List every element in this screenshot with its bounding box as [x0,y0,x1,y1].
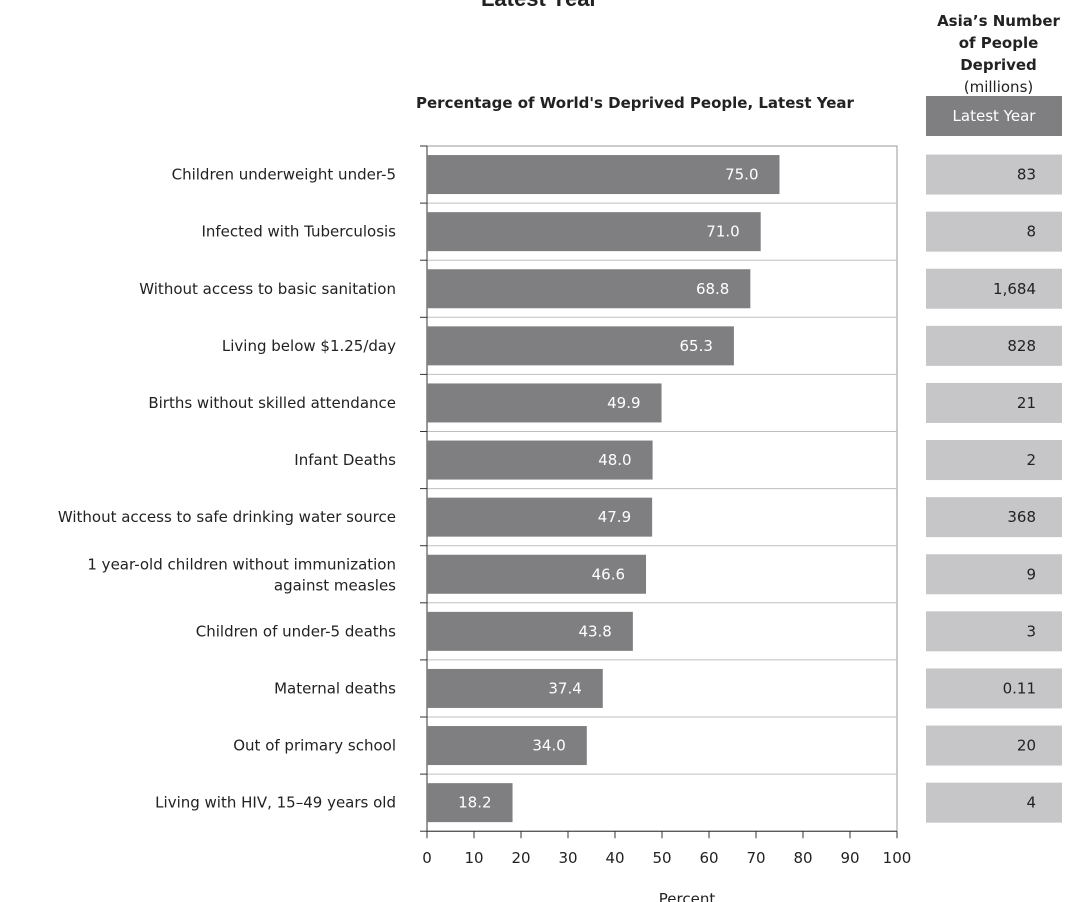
bar [427,554,647,594]
bar [427,440,653,480]
bar [427,326,734,366]
chart-main-title: Latest Year [0,0,1079,12]
x-tick-label: 100 [883,849,912,867]
bar [427,726,587,766]
category-label: Out of primary school [233,737,396,755]
bar [427,668,603,708]
category-label: 1 year-old children without immunization [87,555,396,573]
side-value-label: 83 [1017,166,1036,184]
bar-value-label: 37.4 [548,679,581,697]
side-value-label: 3 [1026,622,1036,640]
side-value-box [926,382,1062,423]
category-label: Infant Deaths [294,451,396,469]
side-value-box [926,497,1062,538]
side-header-line3: (millions) [963,78,1034,96]
side-value-label: 368 [1007,508,1036,526]
x-tick-label: 70 [746,849,765,867]
side-header-line1: Asia’s Number [937,12,1060,30]
side-value-box [926,554,1062,595]
bar-value-label: 71.0 [706,223,739,241]
side-value-box [926,725,1062,766]
bar [427,383,662,423]
bar-value-label: 43.8 [578,622,611,640]
side-value-box [926,782,1062,823]
bar-value-label: 68.8 [696,280,729,298]
x-tick-label: 30 [558,849,577,867]
category-label: Living with HIV, 15–49 years old [155,794,396,812]
side-value-label: 21 [1017,394,1036,412]
x-axis-title: Percent [659,890,716,902]
bar-value-label: 34.0 [532,737,565,755]
category-label: Without access to safe drinking water so… [58,508,396,526]
side-value-label: 4 [1026,794,1036,812]
category-label: Children underweight under-5 [172,166,396,184]
x-tick-label: 50 [652,849,671,867]
bar [427,155,780,195]
side-header-line2: of People Deprived [958,34,1039,74]
chart-title: Percentage of World's Deprived People, L… [416,94,854,112]
category-label: Without access to basic sanitation [139,280,396,298]
category-label: against measles [274,576,396,594]
bar-value-label: 49.9 [607,394,640,412]
side-value-label: 0.11 [1003,679,1036,697]
side-value-box [926,440,1062,481]
side-value-box [926,325,1062,366]
x-tick-label: 0 [422,849,432,867]
bar-value-label: 65.3 [680,337,713,355]
side-value-box [926,611,1062,652]
side-value-label: 1,684 [993,280,1036,298]
bar [427,269,751,309]
side-column-header: Latest Year [926,96,1062,136]
bar-value-label: 18.2 [458,794,491,812]
side-value-label: 9 [1026,565,1036,583]
category-label: Births without skilled attendance [148,394,396,412]
x-tick-label: 60 [699,849,718,867]
side-value-label: 828 [1007,337,1036,355]
bar-value-label: 48.0 [598,451,631,469]
side-value-box [926,211,1062,252]
bar-value-label: 75.0 [725,166,758,184]
category-label: Living below $1.25/day [222,337,396,355]
side-value-label: 8 [1026,223,1036,241]
x-tick-label: 20 [511,849,530,867]
side-value-label: 20 [1017,737,1036,755]
bar-value-label: 46.6 [592,565,625,583]
bar [427,497,653,537]
bar [427,783,513,823]
x-tick-label: 80 [793,849,812,867]
x-tick-label: 10 [464,849,483,867]
side-table-header: Asia’s Number of People Deprived (millio… [918,10,1079,98]
x-tick-label: 90 [840,849,859,867]
side-value-box [926,668,1062,709]
side-value-box [926,268,1062,309]
side-value-label: 2 [1026,451,1036,469]
bar [427,212,761,252]
category-label: Maternal deaths [274,679,396,697]
side-value-box [926,154,1062,195]
bar [427,611,633,651]
x-tick-label: 40 [605,849,624,867]
bar-value-label: 47.9 [598,508,631,526]
category-label: Infected with Tuberculosis [201,223,396,241]
category-label: Children of under-5 deaths [196,622,396,640]
